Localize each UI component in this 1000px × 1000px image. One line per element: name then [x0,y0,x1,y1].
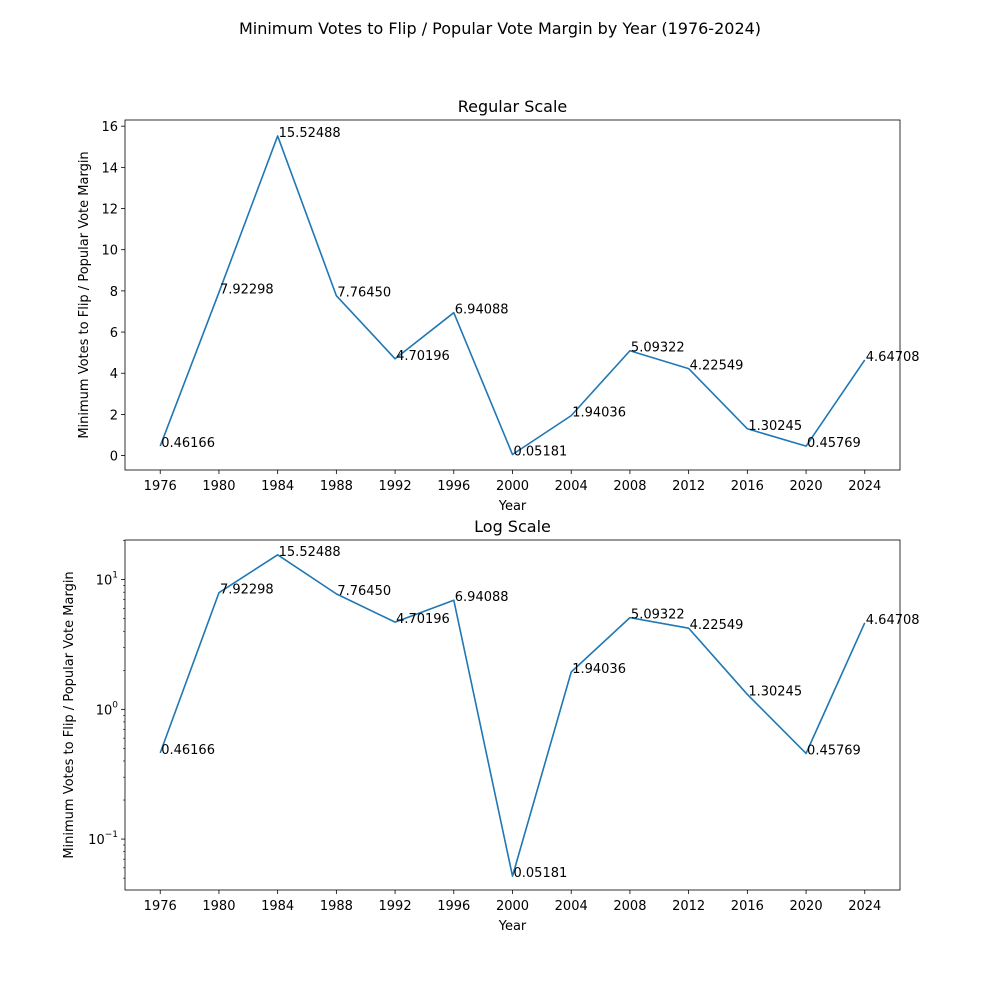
y-axis-label: Minimum Votes to Flip / Popular Vote Mar… [62,571,77,858]
data-label: 1.30245 [748,684,802,699]
data-label: 7.76450 [337,584,391,599]
x-tick-label: 1988 [320,479,353,494]
data-label: 4.70196 [396,349,450,364]
y-tick-label: 2 [110,408,118,423]
data-label: 0.45769 [807,436,861,451]
x-tick-label: 2016 [731,899,764,914]
x-tick-label: 2012 [672,479,705,494]
data-label: 5.09322 [631,341,685,356]
data-label: 7.92298 [220,583,274,598]
x-tick-label: 1992 [379,899,412,914]
x-axis-label: Year [498,499,527,514]
data-label: 6.94088 [455,303,509,318]
y-tick-label: 10−1 [88,830,118,848]
data-label: 4.22549 [690,359,744,374]
y-tick-label: 12 [101,203,118,218]
x-tick-label: 2024 [848,899,881,914]
y-tick-label: 8 [110,285,118,300]
x-tick-label: 1984 [261,479,294,494]
y-tick-label: 4 [110,367,118,382]
y-tick-label: 6 [110,326,118,341]
data-label: 0.05181 [514,866,568,881]
data-label: 0.05181 [514,445,568,460]
x-tick-label: 1976 [144,479,177,494]
data-label: 7.76450 [337,286,391,301]
data-label: 4.22549 [690,618,744,633]
log-scale-chart: Log Scale Year Minimum Votes to Flip / P… [62,517,920,934]
data-label: 4.70196 [396,612,450,627]
x-tick-label: 1988 [320,899,353,914]
y-tick-label: 101 [96,571,118,589]
series-line [159,554,866,877]
x-tick-label: 1984 [261,899,294,914]
x-tick-label: 2008 [613,899,646,914]
figure-title: Minimum Votes to Flip / Popular Vote Mar… [239,19,761,38]
y-axis-label: Minimum Votes to Flip / Popular Vote Mar… [77,151,92,438]
y-tick-label: 100 [96,700,119,718]
data-label: 0.46166 [161,743,215,758]
y-tick-label: 10 [101,244,118,259]
x-tick-label: 2024 [848,479,881,494]
x-tick-label: 2012 [672,899,705,914]
data-label: 1.94036 [572,406,626,421]
data-label: 1.30245 [748,419,802,434]
data-label: 15.52488 [279,545,341,560]
data-label: 15.52488 [279,126,341,141]
x-tick-label: 1980 [202,899,235,914]
x-tick-label: 2000 [496,479,529,494]
x-tick-label: 1992 [379,479,412,494]
x-tick-label: 1996 [437,479,470,494]
x-tick-label: 2000 [496,899,529,914]
x-tick-label: 2020 [790,479,823,494]
y-tick-label: 0 [110,450,118,465]
x-tick-label: 2020 [790,899,823,914]
data-label: 0.45769 [807,743,861,758]
x-tick-label: 1976 [144,899,177,914]
regular-scale-chart: Regular Scale Year Minimum Votes to Flip… [77,97,920,514]
series-line [159,135,866,456]
data-label: 7.92298 [220,282,274,297]
x-axis-label: Year [498,919,527,934]
x-tick-label: 1996 [437,899,470,914]
data-label: 5.09322 [631,608,685,623]
chart-title: Regular Scale [458,97,568,116]
data-label: 4.64708 [866,613,920,628]
chart-title: Log Scale [474,517,551,536]
data-label: 1.94036 [572,662,626,677]
data-label: 6.94088 [455,590,509,605]
x-tick-label: 2004 [555,899,588,914]
x-tick-label: 2016 [731,479,764,494]
x-tick-label: 1980 [202,479,235,494]
data-label: 4.64708 [866,350,920,365]
y-tick-label: 14 [101,161,118,176]
y-tick-label: 16 [101,120,118,135]
x-tick-label: 2004 [555,479,588,494]
data-label: 0.46166 [161,436,215,451]
x-tick-label: 2008 [613,479,646,494]
